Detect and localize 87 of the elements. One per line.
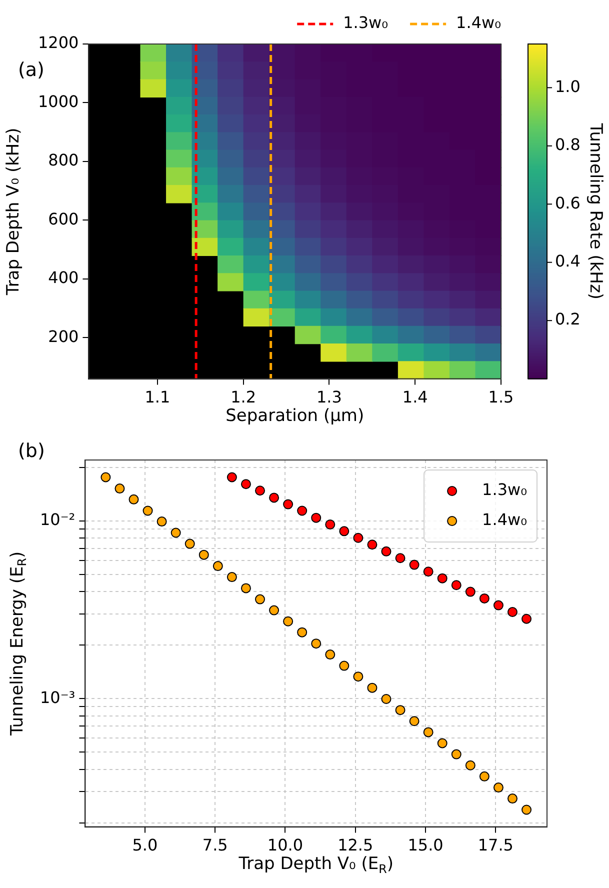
- point: [423, 566, 434, 577]
- point: [128, 494, 139, 504]
- point: [100, 472, 111, 482]
- point: [184, 538, 195, 549]
- x-tick-label: 1.3: [316, 388, 342, 407]
- x-tick-label: 1.1: [144, 388, 170, 407]
- point: [423, 727, 434, 738]
- point: [381, 546, 392, 556]
- x-tick-label: 7.5: [202, 836, 228, 855]
- y-tick-label: 1200: [38, 33, 79, 52]
- point: [465, 760, 476, 770]
- color-bar-title: Tunneling Rate (kHz): [586, 122, 606, 300]
- color-bar-label: 0.6: [555, 193, 580, 212]
- x-axis-title: Separation (μm): [226, 406, 364, 426]
- point: [367, 540, 378, 550]
- point: [353, 672, 364, 682]
- x-tick-label: 1.4: [402, 388, 428, 407]
- point: [297, 627, 308, 638]
- point: [353, 532, 364, 543]
- point: [170, 528, 181, 538]
- point: [451, 749, 462, 760]
- point: [437, 573, 448, 584]
- color-bar-label: 0.8: [555, 135, 580, 154]
- x-tick-label: 1.5: [488, 388, 514, 407]
- point: [367, 682, 378, 693]
- legend-label: 1.3w₀: [343, 13, 388, 32]
- point: [283, 616, 294, 626]
- point: [522, 614, 532, 624]
- point: [156, 516, 167, 527]
- text: (a): [18, 58, 44, 81]
- point: [451, 580, 462, 590]
- y-tick-label: 10⁻²: [40, 510, 76, 530]
- point: [409, 716, 420, 726]
- point: [226, 572, 237, 582]
- point: [114, 484, 125, 494]
- point: [297, 506, 308, 516]
- legend-label: 1.3w₀: [482, 480, 528, 500]
- point: [240, 583, 251, 594]
- y-axis-title: Tunneling Energy (ER): [7, 551, 30, 736]
- point: [493, 782, 504, 793]
- x-tick-label: 10.0: [267, 836, 304, 855]
- y-tick-label: 1000: [38, 92, 79, 111]
- point: [339, 660, 350, 671]
- y-tick-label: 800: [48, 150, 79, 170]
- y-tick-label: 400: [48, 268, 79, 288]
- point: [226, 472, 237, 482]
- point: [522, 804, 532, 815]
- point: [311, 512, 322, 523]
- point: [311, 638, 322, 649]
- point: [255, 486, 265, 496]
- point: [269, 492, 280, 503]
- point: [142, 506, 153, 516]
- point: [255, 594, 265, 604]
- point: [381, 694, 392, 704]
- point: [479, 771, 490, 782]
- color-bar-label: 1.0: [555, 76, 580, 96]
- point: [240, 479, 251, 490]
- point: [339, 526, 350, 536]
- y-tick-label: 10⁻³: [40, 688, 76, 707]
- point: [493, 600, 504, 610]
- point: [409, 560, 420, 570]
- point: [325, 650, 336, 660]
- point: [395, 553, 406, 564]
- text: (b): [18, 440, 45, 462]
- legend-label: 1.4w₀: [456, 13, 502, 32]
- x-tick-label: 1.2: [230, 388, 256, 407]
- point: [437, 738, 448, 748]
- point: [325, 520, 336, 530]
- x-tick-label: 17.5: [478, 836, 514, 855]
- color-bar-label: 0.4: [555, 252, 580, 271]
- point: [507, 794, 518, 804]
- y-tick-label: 600: [48, 209, 79, 228]
- point: [507, 607, 518, 618]
- point: [269, 605, 280, 616]
- x-tick-label: 5.0: [132, 836, 158, 855]
- x-tick-label: 12.5: [338, 836, 374, 855]
- y-tick-label: 200: [48, 326, 79, 346]
- point: [479, 593, 490, 604]
- point: [395, 705, 406, 716]
- point: [283, 499, 294, 510]
- x-tick-label: 15.0: [408, 836, 444, 855]
- point: [212, 561, 223, 572]
- legend-label: 1.4w₀: [482, 510, 528, 530]
- y-axis-title: Trap Depth V₀ (kHz): [3, 128, 24, 296]
- point: [465, 586, 476, 597]
- color-bar-label: 0.2: [555, 310, 580, 329]
- point: [198, 550, 209, 560]
